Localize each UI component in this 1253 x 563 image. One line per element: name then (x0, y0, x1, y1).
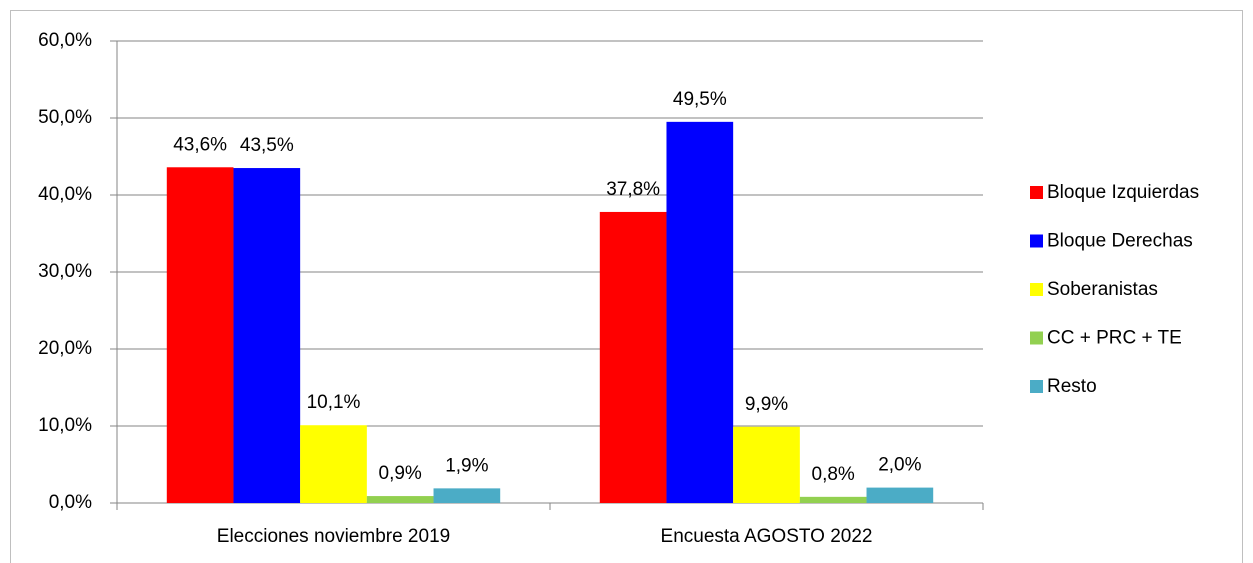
y-tick-label: 40,0% (38, 184, 92, 205)
bar (866, 487, 934, 503)
y-tick-label: 10,0% (38, 415, 92, 436)
legend-swatch (1030, 186, 1043, 199)
y-tick-label: 0,0% (49, 492, 92, 513)
value-label: 1,9% (445, 455, 488, 476)
bar (166, 167, 234, 503)
legend-label: CC + PRC + TE (1047, 328, 1182, 349)
legend-label: Bloque Derechas (1047, 231, 1193, 252)
value-label: 2,0% (878, 455, 921, 476)
value-label: 9,9% (745, 394, 788, 415)
bar (799, 496, 867, 503)
bar (233, 168, 301, 504)
y-tick-label: 60,0% (38, 30, 92, 51)
bar (366, 496, 434, 503)
y-tick-label: 50,0% (38, 107, 92, 128)
bar (599, 211, 667, 503)
value-label: 10,1% (307, 392, 361, 413)
x-tick-label: Encuesta AGOSTO 2022 (661, 526, 873, 547)
bar (300, 425, 367, 503)
bar (733, 426, 800, 503)
legend-swatch (1030, 234, 1043, 248)
value-label: 43,5% (240, 135, 294, 156)
value-label: 37,8% (606, 179, 660, 200)
x-tick-label: Elecciones noviembre 2019 (217, 526, 450, 547)
legend-label: Soberanistas (1047, 279, 1158, 300)
legend-label: Resto (1047, 376, 1097, 397)
value-label: 0,8% (812, 464, 855, 485)
value-label: 43,6% (173, 134, 227, 155)
value-label: 49,5% (673, 89, 727, 110)
y-tick-label: 30,0% (38, 261, 92, 282)
legend-swatch (1030, 283, 1043, 296)
y-tick-label: 20,0% (38, 338, 92, 359)
legend-swatch (1030, 331, 1043, 345)
value-label: 0,9% (379, 463, 422, 484)
legend-label: Bloque Izquierdas (1047, 182, 1199, 203)
legend-swatch (1030, 380, 1043, 393)
bar (433, 488, 501, 503)
chart-frame (10, 10, 1243, 563)
bar (666, 121, 734, 503)
